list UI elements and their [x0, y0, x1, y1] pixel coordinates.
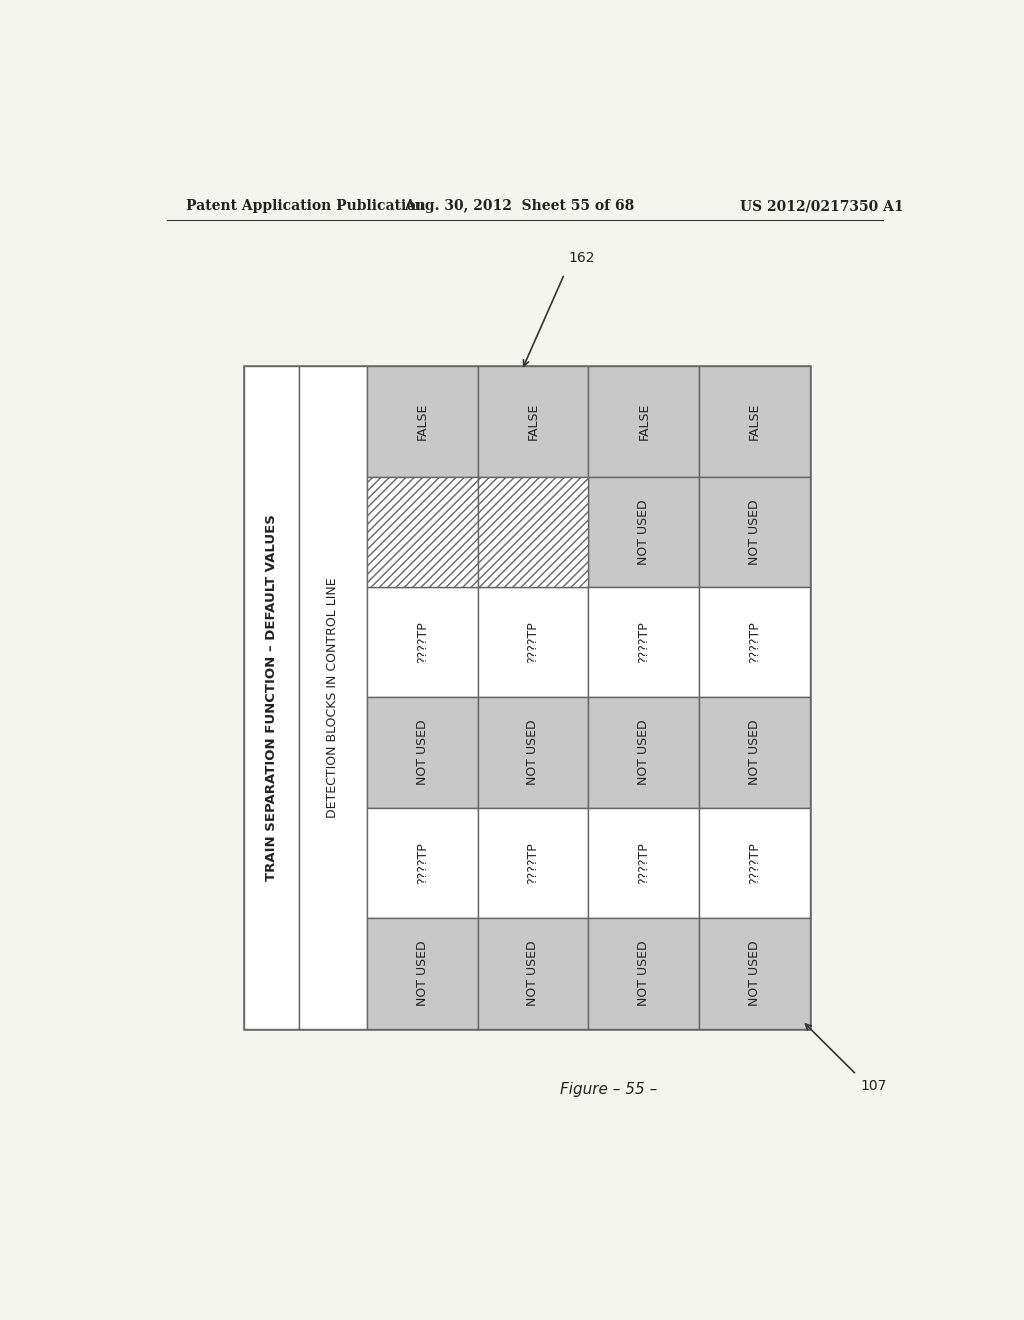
Bar — [367, 808, 477, 919]
Bar — [477, 808, 589, 919]
Text: 107: 107 — [860, 1078, 887, 1093]
Bar — [367, 587, 477, 697]
Text: DETECTION BLOCKS IN CONTROL LINE: DETECTION BLOCKS IN CONTROL LINE — [326, 577, 339, 817]
Bar — [477, 477, 589, 587]
Text: FALSE: FALSE — [526, 403, 540, 440]
Bar — [589, 367, 699, 477]
Text: NOT USED: NOT USED — [749, 719, 761, 785]
Text: NOT USED: NOT USED — [749, 499, 761, 565]
Bar — [589, 808, 699, 919]
Bar — [699, 808, 810, 919]
Text: Aug. 30, 2012  Sheet 55 of 68: Aug. 30, 2012 Sheet 55 of 68 — [403, 199, 634, 213]
Text: NOT USED: NOT USED — [416, 719, 429, 785]
Text: ????TP: ????TP — [637, 622, 650, 663]
Bar — [477, 697, 589, 808]
Text: TRAIN SEPARATION FUNCTION – DEFAULT VALUES: TRAIN SEPARATION FUNCTION – DEFAULT VALU… — [265, 513, 278, 880]
Bar — [589, 477, 699, 587]
Text: Figure – 55 –: Figure – 55 – — [560, 1082, 657, 1097]
Bar — [699, 919, 810, 1028]
Bar — [367, 919, 477, 1028]
Text: ????TP: ????TP — [749, 842, 761, 884]
Text: ????TP: ????TP — [416, 842, 429, 884]
Bar — [477, 919, 589, 1028]
Text: NOT USED: NOT USED — [526, 941, 540, 1006]
Bar — [699, 367, 810, 477]
Text: ????TP: ????TP — [637, 842, 650, 884]
Bar — [245, 367, 299, 1028]
Bar — [589, 919, 699, 1028]
Text: FALSE: FALSE — [416, 403, 429, 440]
Bar — [589, 587, 699, 697]
Bar — [699, 477, 810, 587]
Bar — [699, 697, 810, 808]
Bar — [299, 367, 367, 1028]
Text: FALSE: FALSE — [749, 403, 761, 440]
Text: FALSE: FALSE — [637, 403, 650, 440]
Text: NOT USED: NOT USED — [749, 941, 761, 1006]
Bar — [589, 697, 699, 808]
Bar — [367, 697, 477, 808]
Bar — [367, 477, 477, 587]
Bar — [699, 587, 810, 697]
Bar — [477, 587, 589, 697]
Text: 162: 162 — [568, 251, 595, 264]
Text: ????TP: ????TP — [526, 622, 540, 663]
Text: ????TP: ????TP — [749, 622, 761, 663]
Text: NOT USED: NOT USED — [637, 719, 650, 785]
Text: NOT USED: NOT USED — [526, 719, 540, 785]
Text: ????TP: ????TP — [416, 622, 429, 663]
Bar — [477, 367, 589, 477]
Bar — [245, 367, 810, 1028]
Text: NOT USED: NOT USED — [637, 499, 650, 565]
Text: NOT USED: NOT USED — [416, 941, 429, 1006]
Text: ????TP: ????TP — [526, 842, 540, 884]
Text: NOT USED: NOT USED — [637, 941, 650, 1006]
Text: Patent Application Publication: Patent Application Publication — [186, 199, 426, 213]
Text: US 2012/0217350 A1: US 2012/0217350 A1 — [740, 199, 904, 213]
Bar — [367, 367, 477, 477]
